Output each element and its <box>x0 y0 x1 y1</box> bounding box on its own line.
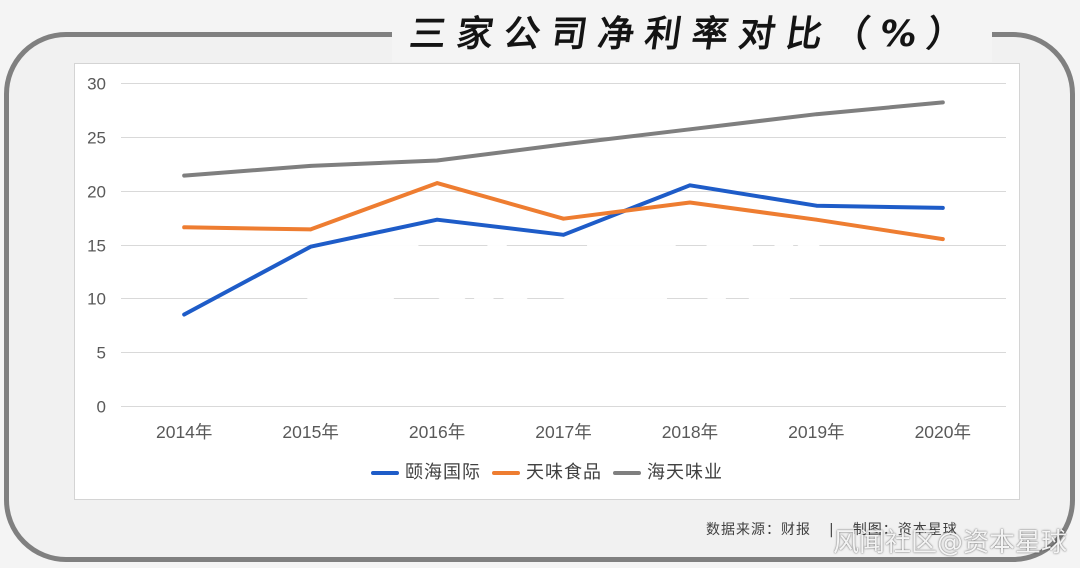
y-tick-label: 5 <box>97 344 106 363</box>
footer-divider: | <box>829 522 835 538</box>
data-point <box>182 225 186 230</box>
data-point <box>941 206 945 210</box>
x-tick-label: 2017年 <box>535 422 591 442</box>
y-axis-ticks: 0 5 10 15 20 25 30 <box>87 75 106 417</box>
legend-swatch <box>371 471 399 475</box>
platform-watermark-text: 风闻社区@资本星球 <box>833 528 1068 558</box>
x-tick-label: 2014年 <box>156 422 212 442</box>
y-tick-label: 15 <box>87 237 106 256</box>
legend-swatch <box>613 471 641 475</box>
legend-item: 天味食品 <box>492 461 602 485</box>
data-point <box>561 216 566 221</box>
data-point <box>561 233 566 237</box>
data-point <box>814 203 819 208</box>
data-point <box>308 244 313 249</box>
legend-label: 颐海国际 <box>405 462 481 483</box>
data-point <box>941 100 945 105</box>
grid <box>121 83 1006 407</box>
source-note: 数据来源：财报 <box>706 522 811 538</box>
data-point <box>814 217 819 222</box>
data-point <box>435 217 439 222</box>
data-point <box>561 142 566 147</box>
y-tick-label: 0 <box>97 398 106 417</box>
x-axis-ticks: 2014年 2015年 2016年 2017年 2018年 2019年 2020年 <box>156 422 971 442</box>
x-tick-label: 2019年 <box>788 422 844 442</box>
legend-item: 海天味业 <box>613 461 723 485</box>
y-tick-label: 20 <box>87 183 106 202</box>
legend: 颐海国际 天味食品 海天味业 <box>74 461 1020 485</box>
legend-label: 天味食品 <box>526 462 602 483</box>
data-point <box>941 237 945 241</box>
data-point <box>435 158 439 163</box>
watermark-text: 资本星球 <box>283 224 821 356</box>
data-point <box>308 164 313 168</box>
x-tick-label: 2015年 <box>282 422 338 442</box>
x-tick-label: 2018年 <box>662 422 718 442</box>
data-point <box>814 112 819 116</box>
data-point <box>688 183 692 188</box>
credit-note: 制图：资本星球 <box>852 522 958 538</box>
legend-item: 颐海国际 <box>371 461 481 485</box>
plot-area <box>74 63 1020 500</box>
y-tick-label: 25 <box>87 129 106 148</box>
legend-label: 海天味业 <box>647 462 723 483</box>
x-tick-label: 2020年 <box>915 422 971 442</box>
series-line-3 <box>182 100 945 178</box>
y-tick-label: 10 <box>87 290 106 309</box>
data-point <box>435 181 439 185</box>
y-tick-label: 30 <box>87 75 106 94</box>
platform-watermark: 风闻社区@资本星球 <box>833 526 1080 560</box>
title-band: 三家公司净利率对比（%） <box>392 8 992 62</box>
legend-swatch <box>492 471 520 475</box>
data-point <box>308 227 313 232</box>
data-point <box>688 200 692 205</box>
data-point <box>688 127 692 132</box>
data-point <box>182 173 186 178</box>
series-lines <box>182 100 945 317</box>
x-tick-label: 2016年 <box>409 422 465 442</box>
footer: 数据来源：财报 | 制图：资本星球 <box>706 521 958 539</box>
data-point <box>182 312 186 317</box>
